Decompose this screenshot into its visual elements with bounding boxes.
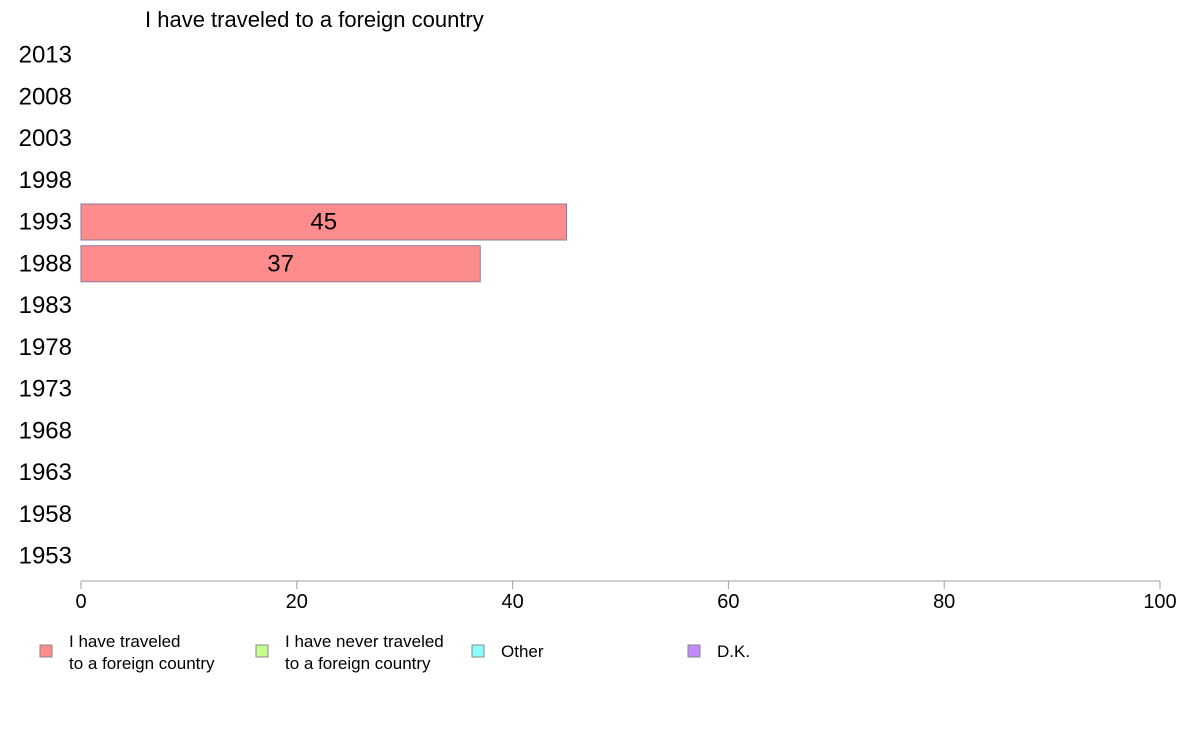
y-tick-label: 1998 (19, 167, 72, 194)
y-tick-label: 1953 (19, 543, 72, 570)
legend-swatch (39, 644, 53, 658)
legend-item-label: I have traveled to a foreign country (69, 632, 215, 673)
y-tick-label: 1983 (19, 292, 72, 319)
y-tick-label: 1988 (19, 250, 72, 277)
x-tick-label: 100 (1143, 591, 1176, 613)
bar-value-label: 45 (310, 209, 337, 236)
chart-title: I have traveled to a foreign country (145, 7, 484, 32)
x-tick-label: 0 (75, 591, 86, 613)
bar-value-label: 37 (267, 250, 294, 277)
legend-swatch (687, 644, 701, 658)
legend-item-line: I have traveled (69, 632, 181, 651)
y-tick-label: 1958 (19, 501, 72, 528)
bars: 45 37 (80, 203, 568, 283)
y-tick-label: 1968 (19, 417, 72, 444)
legend-swatch (471, 644, 485, 658)
y-tick-label: 2003 (19, 125, 72, 152)
y-tick-label: 1993 (19, 209, 72, 236)
bar (80, 245, 481, 283)
y-tick-label: 2013 (19, 42, 72, 69)
x-tick-label: 60 (717, 591, 739, 613)
legend-item-line: to a foreign country (69, 654, 215, 673)
x-tick-label: 20 (286, 591, 308, 613)
legend-swatch (255, 644, 269, 658)
y-tick-label: 1973 (19, 376, 72, 403)
legend-item-label: I have never traveled to a foreign countr… (285, 632, 444, 673)
legend-item-line: I have never traveled (285, 632, 444, 651)
legend-item-label: D.K. (717, 642, 750, 661)
y-tick-label: 1963 (19, 459, 72, 486)
y-tick-label: 2008 (19, 83, 72, 110)
legend-item-line: to a foreign country (285, 654, 431, 673)
y-tick-label: 1978 (19, 334, 72, 361)
x-tick-label: 80 (933, 591, 955, 613)
x-tick-label: 40 (501, 591, 523, 613)
bar (80, 203, 568, 241)
legend-item-label: Other (501, 642, 544, 661)
x-axis: 0 20 40 60 80 100 (75, 580, 1177, 613)
y-axis-labels: 2013 2008 2003 1998 1993 1988 1983 1978 1973 1968… (19, 42, 72, 570)
